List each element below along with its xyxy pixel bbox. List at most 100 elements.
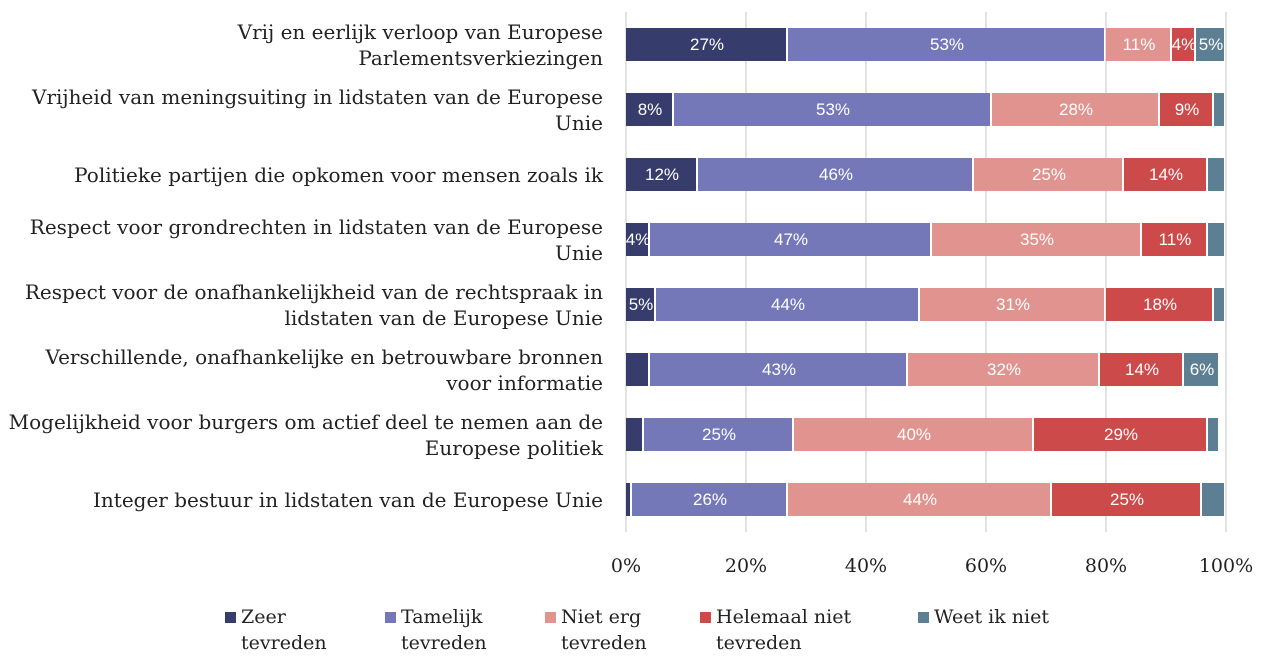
data-label: 32% — [987, 360, 1021, 379]
data-label: 47% — [774, 230, 808, 249]
bar-segment — [1208, 418, 1218, 451]
legend-label: Zeer tevreden — [241, 606, 327, 654]
bar-segment — [1208, 223, 1224, 256]
data-label: 11% — [1159, 230, 1192, 249]
bar-segment — [698, 158, 972, 191]
data-label: 29% — [1104, 425, 1138, 444]
data-label: 43% — [762, 360, 796, 379]
bar-segment — [1172, 28, 1194, 61]
bar-segment — [626, 483, 630, 516]
data-label: 25% — [1032, 165, 1066, 184]
category-label: Respect voor grondrechten in lidstaten v… — [29, 214, 603, 265]
legend-label: Helemaal niet tevreden — [716, 606, 852, 654]
legend-item: Tamelijk tevreden — [385, 604, 515, 656]
data-label: 28% — [1059, 100, 1093, 119]
data-label: 6% — [1190, 360, 1215, 379]
category-label: Vrij en eerlijk verloop van Europese Par… — [237, 19, 603, 70]
data-label: 11% — [1123, 35, 1156, 54]
data-label: 14% — [1125, 360, 1159, 379]
x-tick-label: 0% — [611, 555, 641, 577]
bar-segment — [1106, 28, 1170, 61]
bar-segment — [1124, 158, 1206, 191]
bar-segment — [626, 223, 648, 256]
data-label: 9% — [1175, 100, 1200, 119]
bar-segment — [932, 223, 1140, 256]
bar-segment — [992, 93, 1158, 126]
bar-segment — [788, 28, 1104, 61]
bar-segment — [908, 353, 1098, 386]
legend-item: Weet ik niet — [918, 604, 1078, 630]
data-label: 46% — [819, 165, 853, 184]
data-label: 5% — [629, 295, 654, 314]
bar-segment — [626, 288, 654, 321]
x-tick-label: 40% — [845, 555, 887, 577]
legend-item: Niet erg tevreden — [545, 604, 675, 656]
data-label: 53% — [930, 35, 964, 54]
legend-swatch — [700, 612, 711, 623]
legend-item: Zeer tevreden — [225, 604, 355, 656]
bar-segment — [788, 483, 1050, 516]
data-label: 8% — [638, 100, 663, 119]
bar-segment — [1196, 28, 1224, 61]
bar-segment — [1202, 483, 1224, 516]
data-label: 26% — [693, 490, 727, 509]
bar-segment — [1208, 158, 1224, 191]
bar-segment — [650, 353, 906, 386]
bar-segment — [1034, 418, 1206, 451]
legend-swatch — [225, 612, 236, 623]
legend-item: Helemaal niet tevreden — [700, 604, 900, 656]
bar-segment — [1100, 353, 1182, 386]
bar-segment — [1214, 288, 1224, 321]
data-label: 53% — [816, 100, 850, 119]
data-label: 25% — [1110, 490, 1144, 509]
bar-segment — [1160, 93, 1212, 126]
data-label: 14% — [1149, 165, 1183, 184]
category-label: Politieke partijen die opkomen voor mens… — [74, 162, 603, 187]
category-label: Respect voor de onafhankelijkheid van de… — [24, 279, 603, 330]
legend-swatch — [385, 612, 396, 623]
legend-swatch — [545, 612, 556, 623]
bar-segment — [626, 93, 672, 126]
category-label: Integer bestuur in lidstaten van de Euro… — [93, 487, 603, 512]
category-label: Vrijheid van meningsuiting in lidstaten … — [32, 84, 603, 135]
bar-segment — [920, 288, 1104, 321]
legend-label: Tamelijk tevreden — [401, 606, 487, 654]
bar-segment — [650, 223, 930, 256]
x-tick-label: 100% — [1199, 555, 1253, 577]
bar-segment — [632, 483, 786, 516]
legend-label: Niet erg tevreden — [561, 606, 647, 654]
bar-segment — [656, 288, 918, 321]
data-label: 25% — [702, 425, 736, 444]
data-label: 31% — [996, 295, 1030, 314]
category-label: Mogelijkheid voor burgers om actief deel… — [8, 409, 603, 460]
bar-segment — [974, 158, 1122, 191]
bar-segment — [626, 158, 696, 191]
bar-segment — [1214, 93, 1224, 126]
data-label: 4% — [626, 230, 651, 249]
bar-segment — [1052, 483, 1200, 516]
data-label: 44% — [771, 295, 805, 314]
legend-label: Weet ik niet — [934, 606, 1049, 628]
data-label: 12% — [645, 165, 679, 184]
bar-segment — [626, 418, 642, 451]
legend-swatch — [918, 612, 929, 623]
x-tick-label: 20% — [725, 555, 767, 577]
bar-segment — [644, 418, 792, 451]
x-tick-label: 60% — [965, 555, 1007, 577]
bar-segment — [1184, 353, 1218, 386]
bar-segment — [794, 418, 1032, 451]
bar-segment — [1142, 223, 1206, 256]
data-label: 27% — [690, 35, 724, 54]
data-label: 35% — [1020, 230, 1054, 249]
category-label: Verschillende, onafhankelijke en betrouw… — [45, 344, 603, 395]
data-label: 5% — [1199, 35, 1224, 54]
bar-segment — [1106, 288, 1212, 321]
x-tick-label: 80% — [1085, 555, 1127, 577]
bar-segment — [626, 28, 786, 61]
data-label: 4% — [1172, 35, 1197, 54]
data-label: 44% — [903, 490, 937, 509]
bar-segment — [626, 353, 648, 386]
data-label: 40% — [897, 425, 931, 444]
bar-segment — [674, 93, 990, 126]
